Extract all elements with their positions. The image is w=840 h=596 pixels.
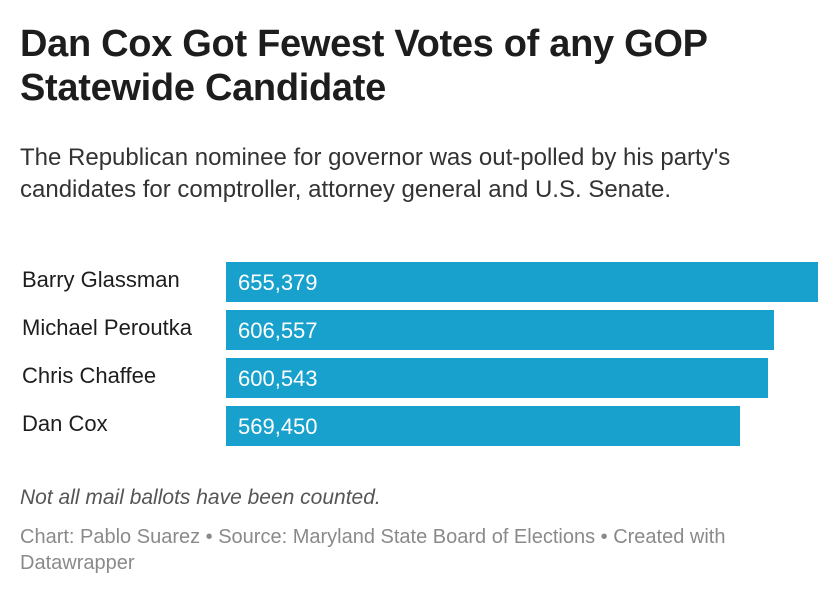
- bar-row: Michael Peroutka 606,557: [0, 306, 840, 350]
- bar-track: 569,450: [226, 406, 818, 446]
- bar: 569,450: [226, 406, 740, 446]
- bar-chart: Barry Glassman 655,379 Michael Peroutka 606…: [0, 258, 840, 458]
- category-label: Dan Cox: [22, 411, 108, 436]
- category-label: Michael Peroutka: [22, 315, 192, 340]
- bar: 655,379: [226, 262, 818, 302]
- chart-note: Not all mail ballots have been counted.: [20, 486, 381, 509]
- bar-value-label: 606,557: [238, 318, 318, 343]
- bar-row: Dan Cox 569,450: [0, 402, 840, 446]
- bar-value-label: 600,543: [238, 366, 318, 391]
- chart-subtitle: The Republican nominee for governor was …: [20, 144, 731, 203]
- bar-value-label: 569,450: [238, 414, 318, 439]
- bar-value-label: 655,379: [238, 270, 318, 295]
- bar: 606,557: [226, 310, 774, 350]
- bar: 600,543: [226, 358, 768, 398]
- bar-row: Barry Glassman 655,379: [0, 258, 840, 302]
- bar-track: 600,543: [226, 358, 818, 398]
- chart-title: Dan Cox Got Fewest Votes of any GOP Stat…: [20, 23, 708, 109]
- chart-credit: Chart: Pablo Suarez • Source: Maryland S…: [20, 526, 726, 574]
- bar-row: Chris Chaffee 600,543: [0, 354, 840, 398]
- bar-track: 606,557: [226, 310, 818, 350]
- bar-track: 655,379: [226, 262, 818, 302]
- category-label: Chris Chaffee: [22, 363, 157, 388]
- category-label: Barry Glassman: [22, 267, 180, 292]
